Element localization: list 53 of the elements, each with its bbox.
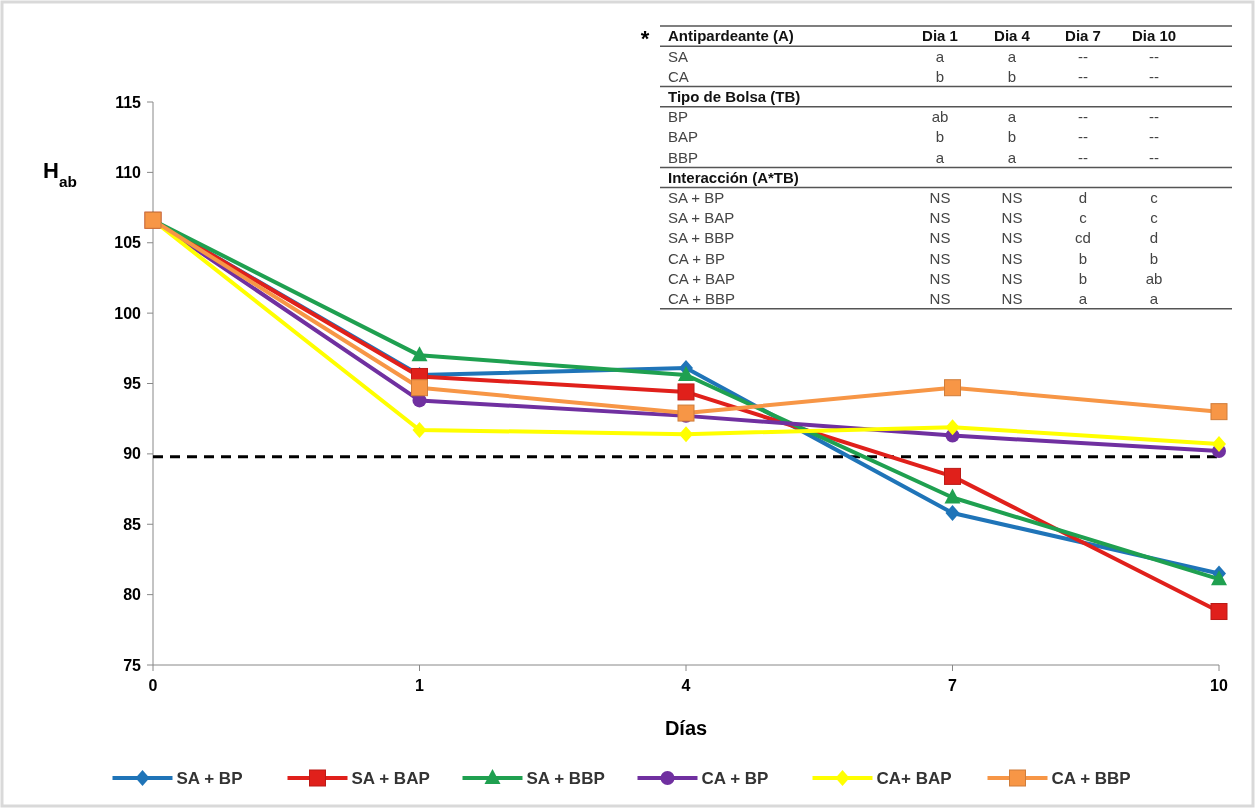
y-tick-label: 90 bbox=[123, 445, 142, 463]
point bbox=[678, 366, 694, 382]
point bbox=[1211, 570, 1227, 586]
text: CA + BP NS NS b b bbox=[668, 249, 1159, 267]
point bbox=[679, 426, 693, 443]
legend-label: SA + BAP bbox=[351, 768, 430, 788]
point bbox=[944, 467, 961, 485]
point bbox=[677, 404, 695, 422]
legend-label: CA + BBP bbox=[1051, 768, 1131, 788]
point bbox=[411, 346, 428, 362]
x-tick-label: 10 bbox=[1210, 677, 1228, 694]
legend-label: SA + BP bbox=[176, 768, 243, 788]
text: CA + BAP NS NS b ab bbox=[668, 269, 1163, 287]
x-tick-label: 1 bbox=[415, 677, 425, 694]
text: CA b b -- -- bbox=[668, 67, 1159, 85]
text: BAP b b -- -- bbox=[668, 128, 1159, 146]
y-tick-label: 105 bbox=[114, 234, 142, 252]
x-tick-label: 0 bbox=[148, 677, 158, 694]
text: BBP a a -- -- bbox=[668, 148, 1159, 166]
y-tick-label: 110 bbox=[115, 163, 142, 181]
y-tick-label: 85 bbox=[123, 515, 142, 533]
legend-label: SA + BBP bbox=[526, 768, 605, 788]
point bbox=[1210, 603, 1228, 621]
point bbox=[944, 379, 961, 397]
text: SA + BBP NS NS cd d bbox=[668, 229, 1159, 247]
y-tick-label: 75 bbox=[123, 656, 142, 674]
point bbox=[411, 379, 428, 397]
text: SA + BP NS NS d c bbox=[668, 188, 1158, 206]
point bbox=[944, 488, 961, 504]
text: Antipardeante (A) Dia 1 Dia 4 Dia 7 Dia 10 bbox=[668, 27, 1177, 45]
y-tick-label: 100 bbox=[114, 304, 142, 322]
y-axis-title: H$_{ab}$ bbox=[43, 158, 77, 190]
text: SA a a -- -- bbox=[668, 47, 1159, 65]
text: SA + BAP NS NS c c bbox=[668, 209, 1158, 227]
legend-label: CA+ BAP bbox=[876, 768, 952, 788]
text: CA + BBP NS NS a a bbox=[668, 289, 1159, 307]
x-tick-label: 4 bbox=[681, 677, 691, 694]
text: * bbox=[640, 26, 650, 51]
x-axis-title: Días bbox=[664, 717, 708, 739]
x-tick-label: 7 bbox=[948, 677, 958, 694]
point bbox=[677, 383, 695, 401]
y-tick-label: 115 bbox=[115, 93, 142, 111]
annotation: Tipo de Bolsa (TB) bbox=[668, 87, 801, 105]
legend-label: CA + BP bbox=[701, 768, 769, 788]
point bbox=[1212, 436, 1226, 453]
text: BP ab a -- -- bbox=[668, 108, 1159, 126]
y-tick-label: 95 bbox=[123, 375, 142, 393]
point bbox=[945, 504, 960, 521]
annotation: Interacción (A*TB) bbox=[668, 168, 799, 186]
y-tick-label: 80 bbox=[123, 586, 142, 604]
point bbox=[945, 419, 960, 436]
point bbox=[412, 421, 427, 438]
point bbox=[1210, 403, 1228, 421]
